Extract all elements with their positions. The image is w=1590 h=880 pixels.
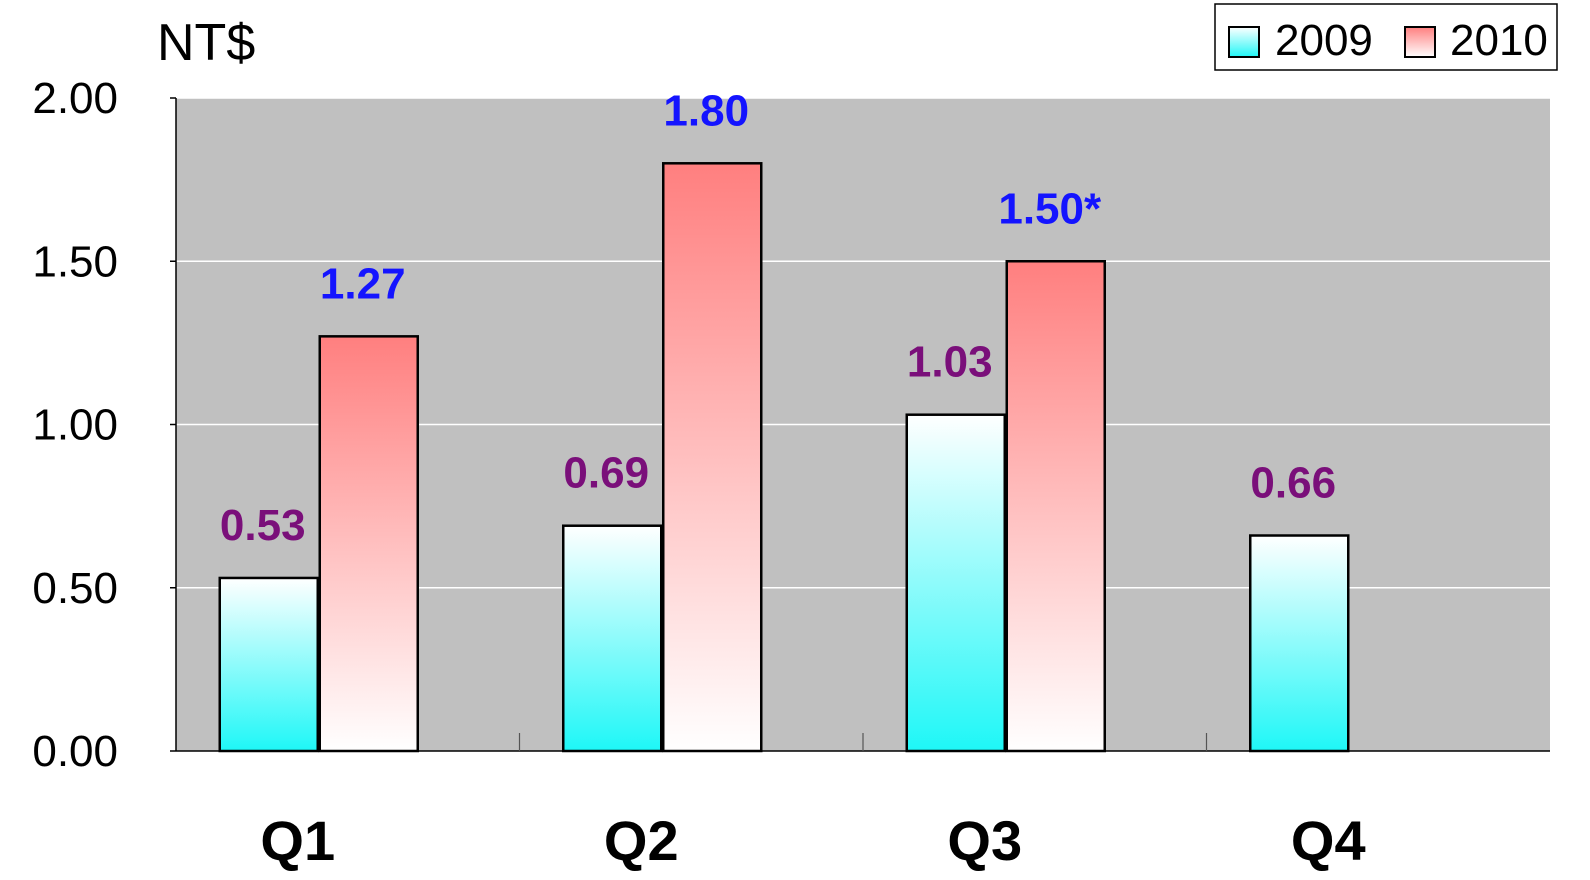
bar-2010-q1: [318, 335, 419, 753]
data-label-2010-q2: 1.80: [663, 86, 749, 135]
data-label-2009-q4: 0.66: [1250, 459, 1336, 508]
bar-2009-q2: [562, 524, 663, 753]
legend-swatch-2009: [1228, 26, 1260, 58]
y-tick-label: 0.50: [32, 564, 118, 613]
x-tick-label-q3: Q3: [947, 809, 1022, 872]
x-tick-label-q1: Q1: [260, 809, 335, 872]
data-label-2009-q3: 1.03: [907, 338, 993, 387]
data-label-2009-q2: 0.69: [563, 449, 649, 498]
y-tick-label: 1.00: [32, 401, 118, 450]
data-labels: 0.53 1.27 0.69 1.80 1.03 1.50* 0.66: [220, 86, 1336, 550]
legend-swatch-2010: [1404, 26, 1436, 58]
x-tick-label-q4: Q4: [1291, 809, 1366, 872]
bar-2009-q3: [905, 413, 1006, 753]
data-label-2010-q1: 1.27: [320, 259, 406, 308]
legend-label-2010: 2010: [1450, 16, 1548, 65]
bar-2010-q3: [1005, 260, 1106, 753]
bar-2009-q4: [1249, 534, 1350, 753]
data-label-2009-q1: 0.53: [220, 501, 306, 550]
y-axis-unit-label: NT$: [157, 14, 255, 72]
bar-2009-q1: [218, 576, 319, 753]
legend: 2009 2010: [1214, 3, 1558, 71]
legend-box: [1214, 3, 1558, 71]
y-tick-label: 1.50: [32, 237, 118, 286]
y-tick-label: 2.00: [32, 74, 118, 123]
bar-2010-q2: [662, 162, 763, 753]
bars: [218, 162, 1350, 753]
y-tick-label: 0.00: [32, 727, 118, 776]
data-label-2010-q3: 1.50*: [998, 184, 1102, 233]
x-tick-label-q2: Q2: [604, 809, 679, 872]
legend-label-2009: 2009: [1275, 16, 1373, 65]
